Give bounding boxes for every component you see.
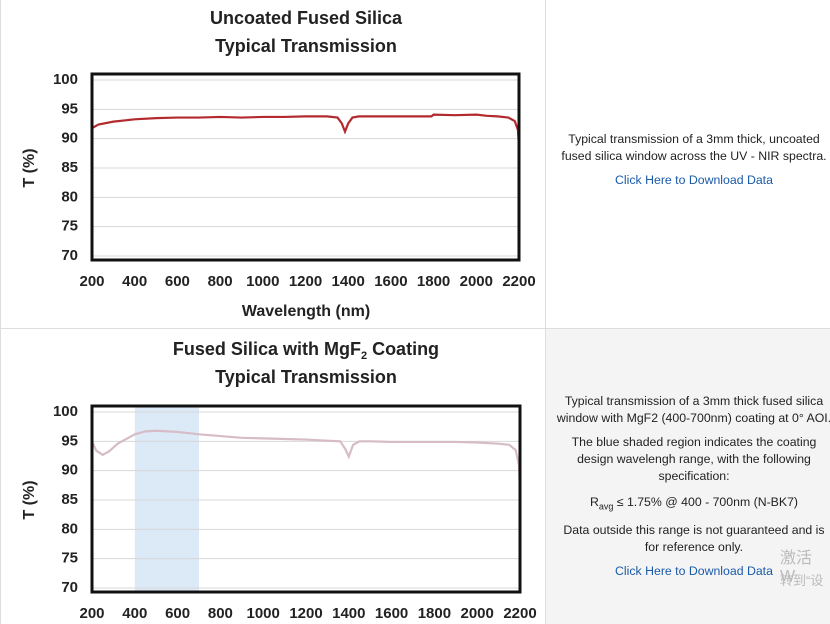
y-tick-label: 100 xyxy=(53,71,78,88)
chart-title: Fused Silica with MgF2 Coating xyxy=(173,339,439,362)
x-axis-label: Wavelength (nm) xyxy=(242,303,370,320)
x-tick-label: 400 xyxy=(122,605,147,622)
charts: Uncoated Fused Silica Typical Transmissio… xyxy=(21,8,536,622)
y-tick-label: 85 xyxy=(61,491,78,508)
spec: Ravg ≤ 1.75% @ 400 - 700nm (N-BK7) xyxy=(556,494,830,515)
row-divider xyxy=(0,328,830,329)
row2-right-bg xyxy=(546,329,830,624)
y-tick-label: 70 xyxy=(61,247,78,264)
description-text: Typical transmission of a 3mm thick, unc… xyxy=(561,132,827,163)
y-tick-label: 80 xyxy=(61,520,78,537)
shaded-range xyxy=(134,406,199,592)
x-tick-label: 1200 xyxy=(289,605,322,622)
x-tick-label: 1200 xyxy=(289,273,322,290)
x-tick-label: 1600 xyxy=(374,273,407,290)
x-tick-label: 800 xyxy=(208,605,233,622)
spec-subscript: avg xyxy=(598,501,614,512)
title-text: Uncoated Fused Silica xyxy=(210,8,403,28)
chart-subtitle: Typical Transmission xyxy=(215,367,397,387)
description-2: Typical transmission of a 3mm thick fuse… xyxy=(556,393,830,580)
title-text: Fused Silica with MgF xyxy=(173,339,361,359)
y-tick-label: 95 xyxy=(61,100,78,117)
watermark: 转到“设 xyxy=(780,573,824,588)
title-subscript: 2 xyxy=(361,350,367,362)
x-tick-label: 800 xyxy=(208,273,233,290)
x-tick-label: 2000 xyxy=(461,605,494,622)
x-tick-label: 600 xyxy=(165,273,190,290)
plot-frame xyxy=(90,72,521,262)
y-tick-label: 100 xyxy=(53,403,78,420)
plot-frame xyxy=(90,404,522,594)
y-tick-label: 75 xyxy=(61,550,78,567)
spec-symbol: R xyxy=(589,495,599,509)
note: Data outside this range is not guarantee… xyxy=(563,523,825,555)
y-tick-label: 90 xyxy=(61,462,78,479)
x-tick-label: 1800 xyxy=(418,605,451,622)
y-tick-label: 70 xyxy=(61,579,78,596)
shading-note: The blue shaded region indicates the coa… xyxy=(571,435,817,483)
y-tick-label: 85 xyxy=(61,159,78,176)
x-tick-label: 1000 xyxy=(247,605,280,622)
x-tick-label: 2000 xyxy=(460,273,493,290)
transmission-line xyxy=(90,429,522,495)
x-tick-label: 2200 xyxy=(503,605,536,622)
watermark: 激活 W xyxy=(780,550,813,585)
title-text: Coating xyxy=(367,339,439,359)
x-tick-label: 1400 xyxy=(332,273,365,290)
chart-subtitle: Typical Transmission xyxy=(215,36,397,56)
description-text: Typical transmission of a 3mm thick fuse… xyxy=(556,394,830,425)
download-link[interactable]: Click Here to Download Data xyxy=(615,173,773,187)
chart-title: Uncoated Fused Silica xyxy=(210,8,403,28)
x-tick-label: 600 xyxy=(165,605,190,622)
y-tick-label: 80 xyxy=(61,188,78,205)
x-tick-label: 200 xyxy=(79,273,104,290)
description-1: Typical transmission of a 3mm thick, unc… xyxy=(556,131,830,189)
y-tick-label: 75 xyxy=(61,218,78,235)
x-tick-label: 200 xyxy=(79,605,104,622)
spec-text: ≤ 1.75% @ 400 - 700nm (N-BK7) xyxy=(613,495,799,509)
y-axis-label: T (%) xyxy=(21,480,38,519)
x-tick-label: 400 xyxy=(122,273,147,290)
x-tick-label: 1600 xyxy=(375,605,408,622)
y-tick-label: 95 xyxy=(61,432,78,449)
y-tick-label: 90 xyxy=(61,130,78,147)
download-link[interactable]: Click Here to Download Data xyxy=(615,564,773,579)
y-axis-label: T (%) xyxy=(21,148,38,187)
x-tick-label: 1400 xyxy=(332,605,365,622)
x-tick-label: 1800 xyxy=(417,273,450,290)
column-divider xyxy=(545,0,546,624)
left-border xyxy=(0,0,1,624)
transmission-line xyxy=(91,113,521,148)
x-tick-label: 1000 xyxy=(246,273,279,290)
x-tick-label: 2200 xyxy=(502,273,535,290)
